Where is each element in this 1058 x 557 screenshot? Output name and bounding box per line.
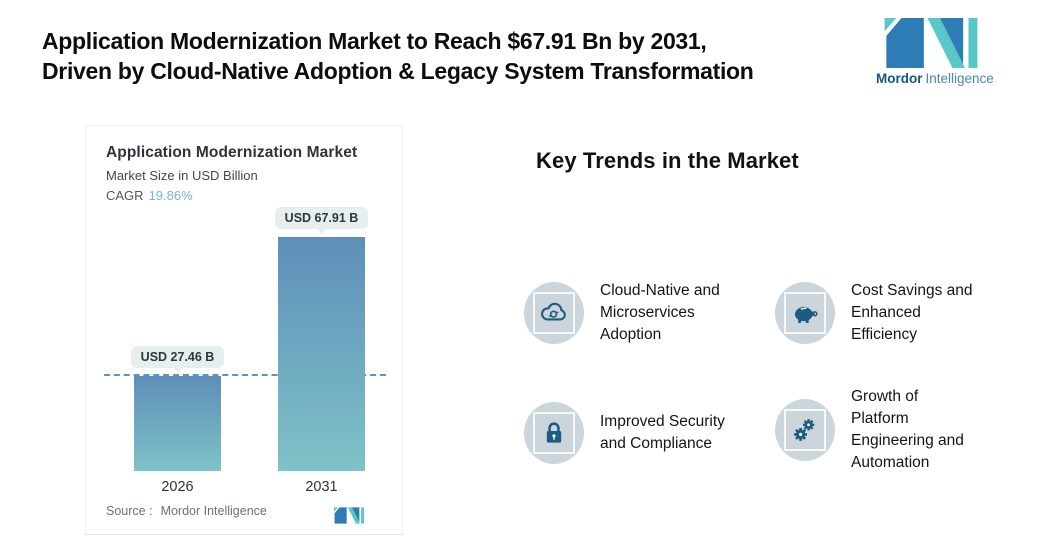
page-title: Application Modernization Market to Reac… xyxy=(42,28,754,84)
bar-value-badge: USD 27.46 B xyxy=(130,346,225,369)
trend-label: Cost Savings and Enhanced Efficiency xyxy=(851,282,973,343)
trend-label: Cloud-Native and Microservices Adoption xyxy=(600,282,720,343)
source-value: Mordor Intelligence xyxy=(160,504,267,518)
trend-label: Growth of Platform Engineering and Autom… xyxy=(851,388,964,471)
bar-badge-wrap: USD 27.46 B xyxy=(130,346,225,369)
trend-item-cloud-native: Cloud-Native and Microservices Adoption xyxy=(524,280,789,346)
bar xyxy=(278,236,365,471)
mordor-intelligence-mini-logo-icon xyxy=(334,507,364,524)
icon-circle xyxy=(775,282,835,344)
bar xyxy=(134,376,221,471)
bar-column: USD 67.91 B 2031 xyxy=(274,206,369,495)
icon-circle xyxy=(524,282,584,344)
x-axis-tick-label: 2031 xyxy=(305,479,338,495)
market-chart-card: Application Modernization Market Market … xyxy=(85,125,403,535)
icon-frame xyxy=(784,409,826,451)
chart-subtitle: Market Size in USD Billion xyxy=(106,168,258,183)
mordor-intelligence-logo-icon xyxy=(884,18,978,68)
brand-name-light: Intelligence xyxy=(925,71,994,86)
icon-circle xyxy=(524,402,584,464)
bar-badge-wrap: USD 67.91 B xyxy=(274,206,369,229)
lock-icon xyxy=(546,422,562,443)
source-label: Source : xyxy=(106,504,153,518)
icon-circle xyxy=(775,399,835,461)
cloud-sync-icon xyxy=(541,302,566,321)
icon-frame xyxy=(784,292,826,334)
piggy-bank-icon xyxy=(795,306,818,323)
brand-name: Mordor Intelligence xyxy=(876,71,994,86)
cagr-label: CAGR xyxy=(106,188,144,203)
icon-frame xyxy=(533,412,575,454)
reference-dashed-line xyxy=(104,374,386,377)
trend-item-platform-engineering: Growth of Platform Engineering and Autom… xyxy=(775,386,1040,474)
cagr-row: CAGR 19.86% xyxy=(106,188,193,203)
chart-title: Application Modernization Market xyxy=(106,144,358,161)
x-axis-tick-label: 2026 xyxy=(161,479,194,495)
trend-item-security: Improved Security and Compliance xyxy=(524,402,789,464)
icon-frame xyxy=(533,292,575,334)
source-attribution: Source : Mordor Intelligence xyxy=(106,504,267,518)
bar-column: USD 27.46 B 2026 xyxy=(130,211,225,495)
trend-item-cost-savings: Cost Savings and Enhanced Efficiency xyxy=(775,280,1040,346)
bar-chart-plot: USD 27.46 B 2026 USD 67.91 B 2031 xyxy=(104,206,386,495)
brand-logo: Mordor Intelligence xyxy=(876,18,994,86)
cagr-value: 19.86% xyxy=(148,188,193,203)
key-trends-heading: Key Trends in the Market xyxy=(536,148,799,173)
brand-name-bold: Mordor xyxy=(876,71,923,86)
gears-icon xyxy=(794,419,815,441)
trend-label: Improved Security and Compliance xyxy=(600,413,725,452)
bar-value-badge: USD 67.91 B xyxy=(274,206,369,229)
